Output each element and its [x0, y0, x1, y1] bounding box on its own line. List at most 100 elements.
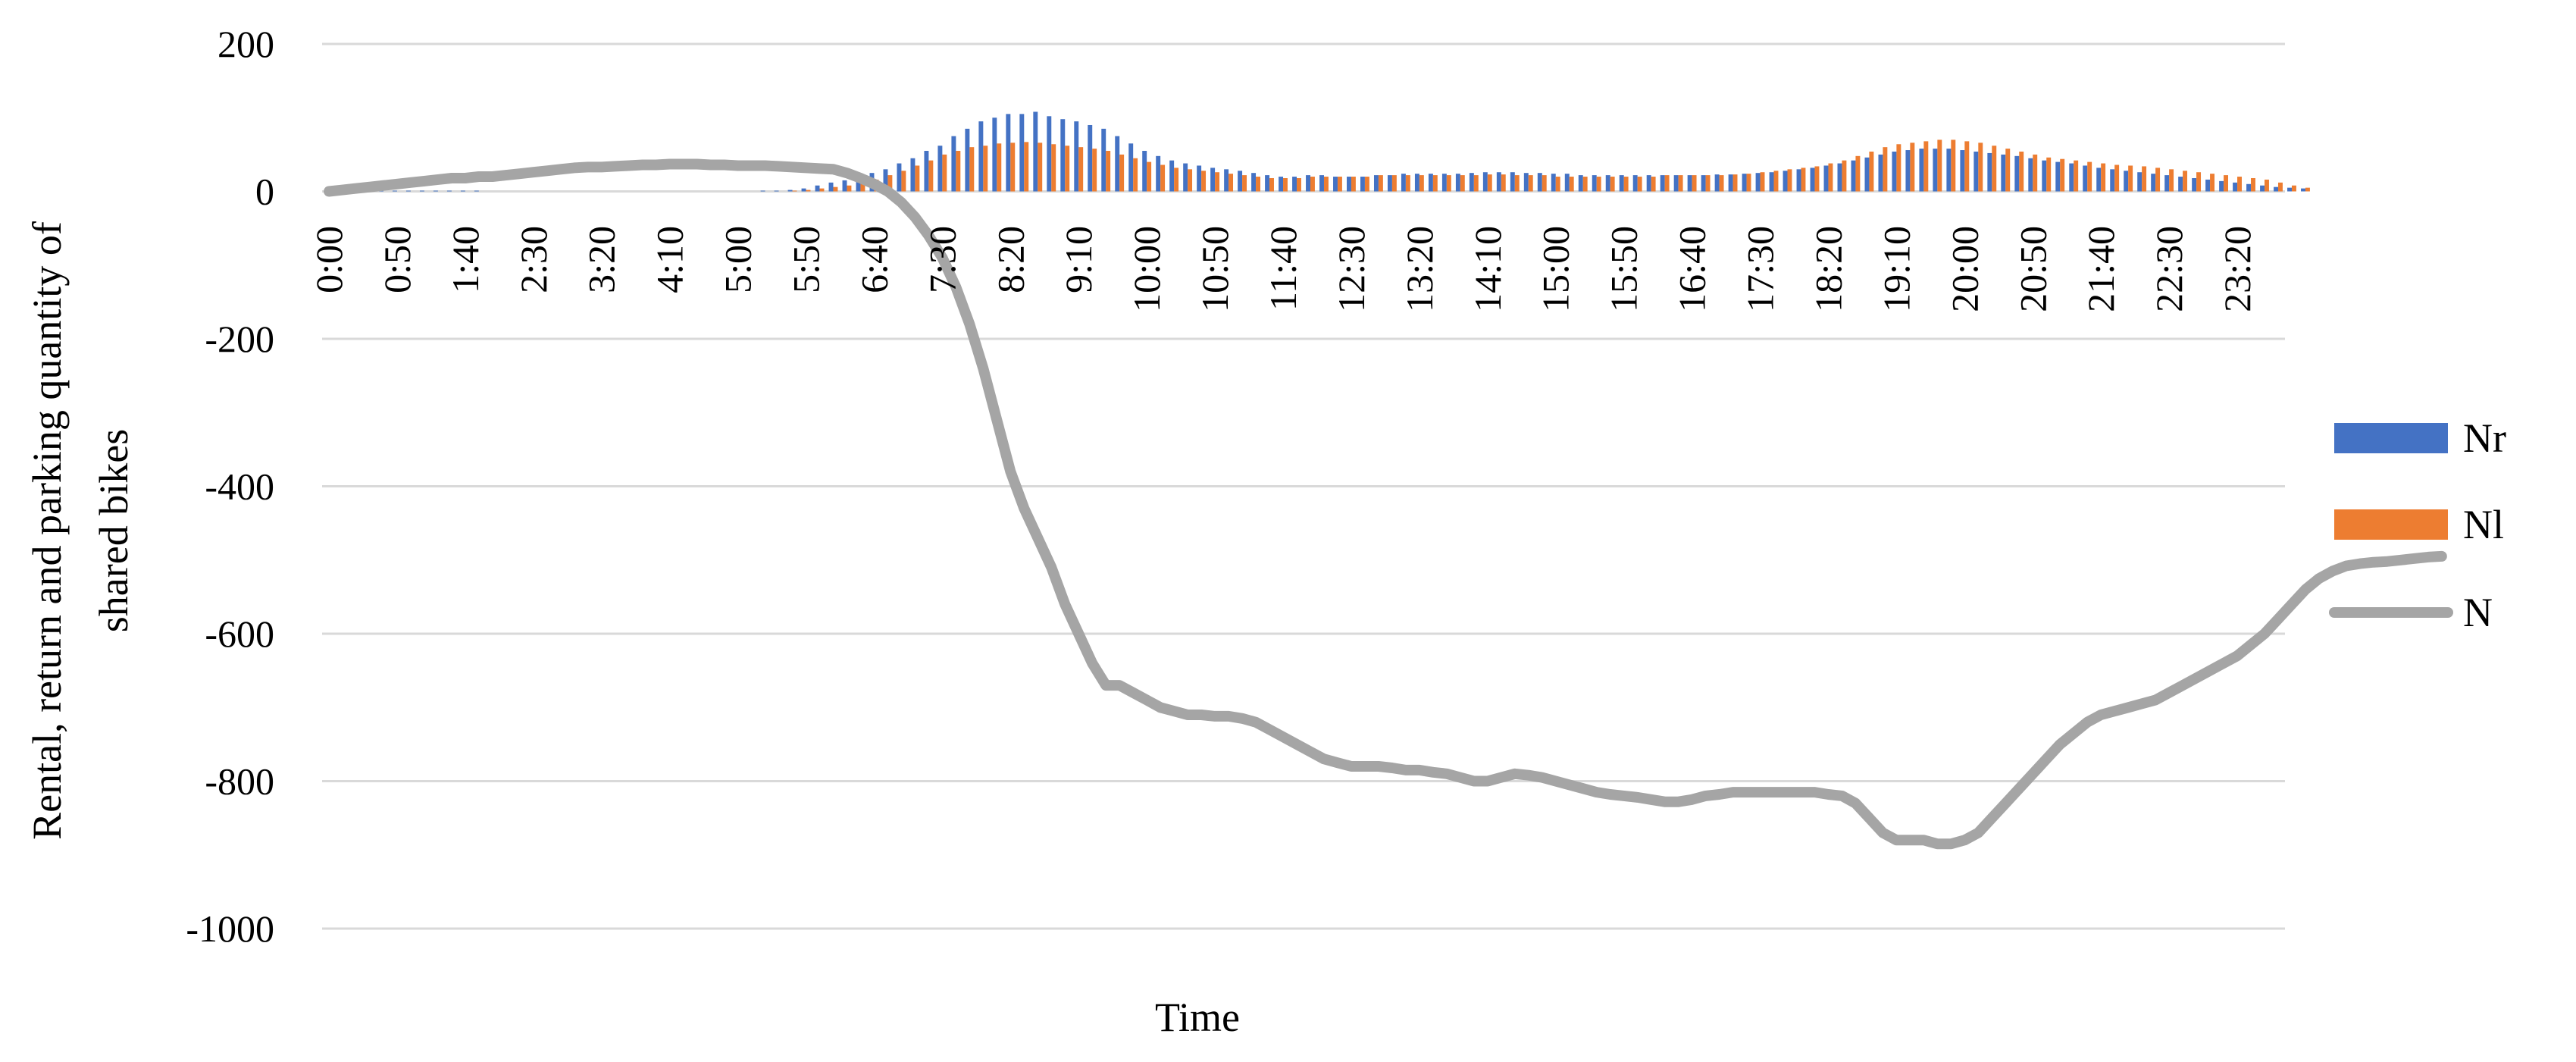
- bar-nr: [1387, 175, 1392, 192]
- bar-nr: [1333, 177, 1338, 192]
- bar-nr: [2014, 155, 2020, 192]
- bar-nr: [992, 117, 997, 192]
- bar-nr: [2042, 160, 2047, 192]
- bar-nr: [1578, 175, 1583, 192]
- bar-nr: [1455, 174, 1460, 192]
- bar-nl: [1256, 177, 1260, 192]
- x-tick-label: 1:40: [444, 226, 487, 293]
- bar-nr: [2164, 175, 2170, 192]
- bar-nl: [1133, 158, 1138, 192]
- bar-nr: [1306, 175, 1310, 192]
- bar-nr: [460, 190, 465, 192]
- bar-nr: [910, 158, 916, 192]
- bar-nl: [2101, 163, 2106, 192]
- bar-nr: [2028, 158, 2033, 192]
- bar-nl: [1951, 139, 1956, 192]
- bar-nl: [2128, 165, 2133, 192]
- bar-nl: [1038, 143, 1043, 192]
- bar-nr: [1401, 174, 1406, 192]
- bar-nr: [1864, 157, 1870, 192]
- bar-nr: [1441, 174, 1447, 192]
- bar-nr: [951, 136, 956, 192]
- bar-nr: [1973, 151, 1979, 192]
- bar-nr: [2110, 169, 2115, 192]
- bar-nl: [1119, 154, 1125, 192]
- bar-nl: [1637, 177, 1642, 192]
- bar-nr: [2301, 188, 2305, 192]
- legend-label-n: N: [2463, 590, 2493, 635]
- bar-nr: [1265, 175, 1270, 192]
- bar-nr: [1019, 114, 1025, 192]
- bar-nr: [1946, 149, 1952, 192]
- bar-nr: [2083, 165, 2088, 192]
- bar-nr: [1251, 173, 1257, 192]
- bar-nl: [1160, 164, 1166, 192]
- bar-nl: [2033, 154, 2038, 192]
- bar-nl: [833, 186, 838, 192]
- y-tick-label: -1000: [186, 907, 274, 950]
- bar-nl: [2265, 179, 2269, 192]
- bar-nr: [1347, 177, 1351, 192]
- bar-nr: [978, 121, 984, 192]
- bar-nl: [2305, 187, 2310, 192]
- bar-nr: [1088, 124, 1093, 192]
- bar-nr: [1169, 160, 1175, 192]
- bar-nl: [1842, 160, 1847, 192]
- bar-nr: [1496, 172, 1501, 192]
- y-tick-label: 0: [255, 171, 274, 213]
- x-tick-label: 18:20: [1808, 226, 1850, 312]
- bar-nl: [2210, 174, 2215, 192]
- bar-nr: [1646, 175, 1651, 192]
- y-axis-title-line1: Rental, return and parking quantity of: [24, 221, 70, 840]
- bar-nl: [2196, 172, 2202, 192]
- bar-nl: [1419, 175, 1424, 192]
- bar-nl: [2224, 175, 2228, 192]
- bar-nl: [1473, 175, 1479, 192]
- bar-nl: [1664, 175, 1670, 192]
- bar-nr: [828, 182, 834, 192]
- bar-nl: [1174, 168, 1179, 192]
- bar-nr: [2001, 154, 2006, 192]
- x-tick-label: 0:50: [376, 226, 418, 293]
- bar-nl: [1364, 177, 1369, 192]
- bar-nl: [1596, 177, 1601, 192]
- bar-nr: [1837, 163, 1842, 192]
- bar-nl: [1773, 171, 1779, 192]
- x-tick-label: 11:40: [1262, 226, 1304, 311]
- bar-nl: [1923, 141, 1929, 192]
- bar-nr: [1919, 149, 1924, 192]
- bar-nr: [1156, 155, 1161, 192]
- x-tick-label: 16:40: [1671, 226, 1714, 312]
- bar-nr: [2069, 163, 2074, 192]
- x-tick-label: 9:10: [1057, 226, 1100, 293]
- bar-nr: [1128, 143, 1134, 192]
- bar-nl: [1229, 174, 1234, 192]
- bar-nr: [1987, 152, 1992, 192]
- bar-nr: [2124, 171, 2129, 192]
- bar-nr: [1592, 175, 1597, 192]
- bar-nl: [2087, 161, 2092, 192]
- bar-nr: [1960, 150, 1965, 192]
- bar-nr: [1728, 174, 1733, 192]
- bar-nr: [1769, 172, 1774, 192]
- bar-nl: [1964, 141, 1970, 192]
- bar-nr: [2219, 180, 2224, 192]
- x-tick-label: 20:00: [1943, 226, 1986, 312]
- x-tick-label: 19:10: [1875, 226, 1917, 312]
- bar-nr: [1660, 175, 1665, 192]
- bar-nl: [1283, 177, 1288, 192]
- bar-nl: [2251, 177, 2255, 192]
- bar-nl: [819, 188, 825, 192]
- bar-nr: [2096, 168, 2102, 192]
- bar-nl: [1323, 177, 1329, 192]
- bar-nr: [474, 190, 479, 192]
- bar-nr: [446, 190, 452, 192]
- bar-nr: [2246, 183, 2252, 192]
- bar-nr: [1810, 168, 1815, 192]
- x-tick-label: 23:20: [2216, 226, 2258, 312]
- bar-nl: [1883, 147, 1888, 192]
- bar-nl: [1188, 169, 1193, 192]
- bar-nr: [1537, 173, 1542, 192]
- x-tick-label: 21:40: [2080, 226, 2122, 312]
